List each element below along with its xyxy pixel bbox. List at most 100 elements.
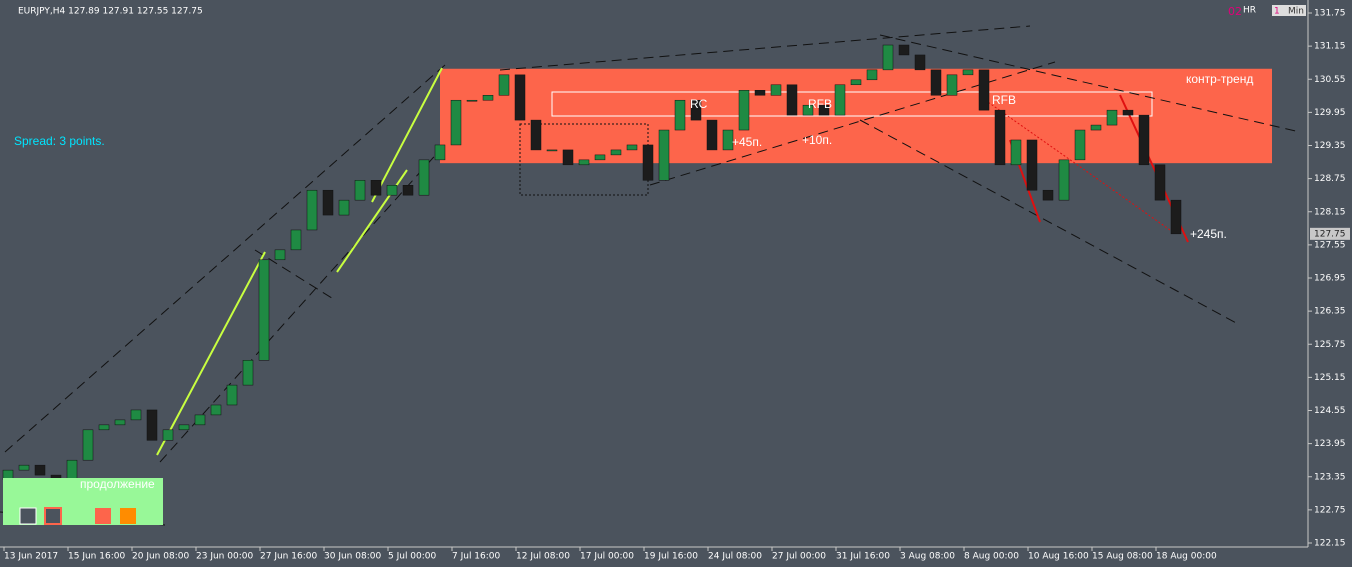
candle-body (1138, 114, 1150, 166)
candle-body (178, 424, 190, 431)
candle-body (18, 464, 30, 471)
candle-body (418, 159, 430, 196)
channel-line (4, 64, 446, 453)
status-swatch (44, 507, 62, 525)
y-tick-label: 129.95 (1314, 108, 1346, 118)
candle-body (562, 149, 574, 166)
candle-body (338, 199, 350, 216)
candle-body (34, 464, 46, 476)
candle-body (978, 69, 990, 111)
y-tick-label: 125.75 (1314, 340, 1346, 350)
period-label: HR (1243, 6, 1256, 16)
period-box (1272, 5, 1306, 16)
candle-body (386, 185, 398, 196)
candle-body (242, 360, 254, 386)
candle-body (930, 69, 942, 96)
candle-body (210, 404, 222, 416)
candle-layer (2, 44, 1182, 496)
x-tick-label: 20 Jun 08:00 (132, 552, 189, 562)
y-tick-label: 123.35 (1314, 472, 1346, 482)
candle-body (866, 69, 878, 81)
candle-body (322, 189, 334, 216)
annotation: +10п. (802, 133, 832, 147)
y-tick-label: 127.55 (1314, 240, 1346, 250)
x-tick-label: 17 Jul 00:00 (580, 552, 634, 562)
annotation: RFB (808, 97, 832, 111)
candle-body (674, 99, 686, 131)
candle-body (754, 90, 766, 96)
y-tick-label: 124.55 (1314, 406, 1346, 416)
spread: Spread: 3 points. (14, 134, 105, 148)
status-swatch (95, 508, 111, 524)
x-tick-label: 12 Jul 08:00 (516, 552, 570, 562)
annotation: контр-тренд (1186, 72, 1253, 86)
candle-body (626, 144, 638, 151)
target-line (984, 99, 1171, 231)
candle-body (610, 149, 622, 156)
candle-body (642, 144, 654, 181)
candle-body (450, 99, 462, 146)
candle-body (1122, 109, 1134, 116)
candle-body (594, 154, 606, 161)
impulse-line (371, 67, 443, 203)
candle-body (514, 74, 526, 121)
period-label: 1 (1274, 7, 1280, 17)
y-tick-label: 129.35 (1314, 141, 1346, 151)
y-tick-label: 122.15 (1314, 539, 1346, 549)
legend-box: продолжение (3, 477, 163, 525)
x-tick-label: 5 Jul 00:00 (388, 552, 437, 562)
candle-body (466, 99, 478, 102)
candle-body (402, 185, 414, 196)
candle-body (1090, 124, 1102, 131)
candle-body (1042, 189, 1054, 201)
x-tick-label: 10 Aug 16:00 (1028, 552, 1089, 562)
candle-body (578, 159, 590, 166)
candle-body (482, 95, 494, 101)
y-tick-label: 128.15 (1314, 207, 1346, 217)
candle-body (850, 79, 862, 86)
candle-body (690, 99, 702, 121)
candle-body (834, 84, 846, 116)
x-tick-label: 7 Jul 16:00 (452, 552, 501, 562)
candle-body (1010, 139, 1022, 166)
candle-body (546, 149, 558, 152)
candle-body (98, 424, 110, 431)
y-tick-label: 131.75 (1314, 9, 1346, 19)
x-tick-label: 30 Jun 08:00 (324, 552, 381, 562)
candle-body (306, 189, 318, 231)
candle-body (914, 54, 926, 71)
candle-body (962, 69, 974, 76)
candle-body (786, 84, 798, 116)
x-tick-label: 24 Jul 08:00 (708, 552, 762, 562)
candle-body (370, 180, 382, 196)
last-price-box (1310, 227, 1350, 240)
status-swatch (120, 508, 136, 524)
candle-body (802, 104, 814, 116)
x-tick-label: 27 Jul 00:00 (772, 552, 826, 562)
candle-body (130, 409, 142, 421)
candle-body (1170, 199, 1182, 235)
candle-body (1026, 139, 1038, 191)
candle-body (1154, 164, 1166, 201)
x-tick-label: 18 Aug 00:00 (1156, 552, 1217, 562)
y-tick-label: 128.75 (1314, 174, 1346, 184)
impulse-line (156, 251, 266, 456)
y-tick-label: 131.15 (1314, 42, 1346, 52)
y-tick-label: 122.75 (1314, 505, 1346, 515)
x-tick-label: 19 Jul 16:00 (644, 552, 698, 562)
candle-body (162, 429, 174, 441)
x-tick-label: 31 Jul 16:00 (836, 552, 890, 562)
candle-body (82, 429, 94, 461)
candle-body (1058, 159, 1070, 201)
y-tick-label: 130.55 (1314, 75, 1346, 85)
x-tick-label: 15 Jun 16:00 (68, 552, 125, 562)
candle-body (530, 119, 542, 151)
x-tick-label: 8 Aug 00:00 (964, 552, 1019, 562)
channel-line (159, 149, 441, 463)
channel-line (499, 25, 1031, 71)
annotation: RC (690, 97, 708, 111)
candle-body (818, 104, 830, 116)
annotation: продолжение (80, 477, 155, 491)
candle-body (770, 84, 782, 96)
